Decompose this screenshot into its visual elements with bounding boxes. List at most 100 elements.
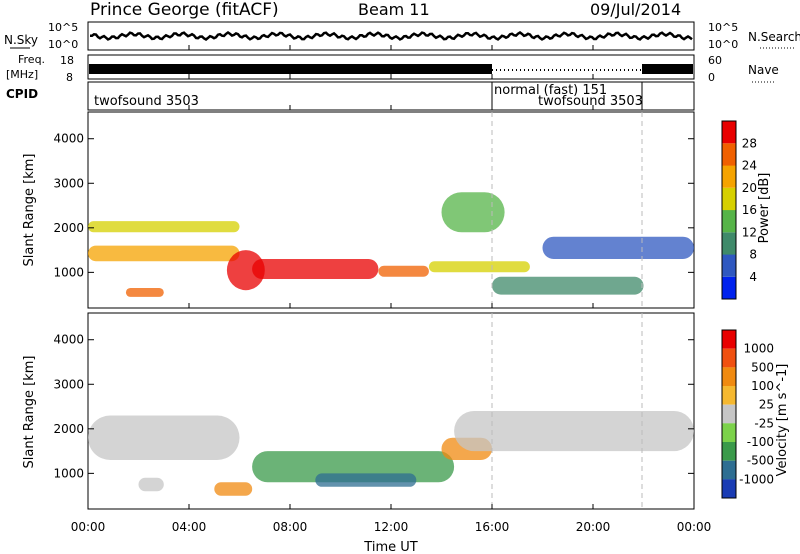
velocity-panel: 1000 2000 3000 4000 Slant Range [km] [22,312,695,510]
time-tick-label-6: 20:00 [576,520,611,534]
freq-tick-bottom: 8 [66,71,73,84]
velocity-colorbar-frame [721,329,737,499]
echo-region-5 [315,473,417,487]
echo-region-7 [428,261,530,273]
echo-region-9 [492,276,644,295]
cpid-segment-2: normal (fast) 151 [494,83,607,98]
nsearch-label: N.Search [748,30,800,44]
power-colorbar-tick-5: 20 [742,181,757,195]
power-colorbar-label: Power [dB] [757,173,772,244]
freq-bar-left [89,64,492,74]
velocity-colorbar-tick-1: 1000 [743,342,774,356]
power-colorbar-swatch-6 [722,165,736,188]
power-panel: 1000 2000 3000 4000 Slant Range [km] [22,111,695,309]
power-colorbar-tick-3: 12 [742,225,757,239]
nsky-tick-top: 10^5 [48,21,78,34]
velocity-ylabel: Slant Range [km] [22,356,37,469]
cpid-label: CPID [6,87,38,101]
time-xlabel: Time UT [363,540,417,554]
velocity-colorbar-swatch-1 [722,330,736,349]
freq-strip: Freq. [MHz] 18 8 60 0 Nave [6,53,779,84]
echo-region-2 [138,477,164,492]
beam-label: Beam 11 [358,0,430,19]
nsky-tick-bottom: 10^0 [48,38,78,51]
y-tick-label-1: 1000 [53,466,84,480]
power-colorbar-tick-1: 4 [749,270,757,284]
time-tick-label-5: 16:00 [475,520,510,534]
echo-region-10 [542,236,694,259]
velocity-blobs [88,411,694,496]
velocity-colorbar-swatch-8 [722,460,736,480]
y-tick-label-2: 2000 [53,422,84,436]
y-tick-label-2: 2000 [53,221,84,235]
nave-tick-top: 60 [708,54,722,67]
power-colorbar-tick-6: 24 [742,159,757,173]
cpid-strip: CPID twofsound 3503 normal (fast) 151 tw… [6,81,695,111]
velocity-colorbar-tick-3: 100 [751,379,774,393]
power-colorbar-swatch-1 [722,276,736,300]
freq-tick-top: 18 [60,54,74,67]
velocity-colorbar-tick-4: 25 [759,398,774,412]
power-colorbar-swatch-3 [722,232,736,255]
time-tick-label-1: 00:00 [71,520,106,534]
velocity-colorbar: 1000 500 100 25 -25 -100 -500 -1000 Velocity [m… [721,329,790,499]
site-title: Prince George (fitACF) [90,0,279,20]
echo-region-8 [441,192,505,233]
cpid-segment-3: twofsound 3503 [538,94,643,109]
time-axis: 00:00 04:00 08:00 12:00 16:00 20:00 00:00 [71,45,712,534]
time-tick-label-7: 00:00 [677,520,712,534]
power-colorbar-swatch-2 [722,254,736,277]
nave-tick-bottom: 0 [708,71,715,84]
velocity-colorbar-label: Velocity [m s^-1] [775,364,790,477]
power-ylabel: Slant Range [km] [22,154,37,267]
y-tick-label-1: 1000 [53,265,84,279]
freq-label-2: [MHz] [6,68,38,81]
power-colorbar-tick-7: 28 [742,136,757,150]
time-tick-label-2: 04:00 [172,520,207,534]
power-colorbar-swatch-8 [722,121,736,144]
time-tick-label-4: 12:00 [374,520,409,534]
echo-region-1 [88,415,240,460]
y-tick-label-3: 3000 [53,377,84,391]
velocity-colorbar-tick-7: -500 [747,454,774,468]
power-colorbar-tick-2: 8 [749,248,757,262]
echo-region-5 [252,259,379,279]
echo-region-1 [88,221,240,233]
power-colorbar-tick-4: 16 [742,203,757,217]
nsky-trace [90,30,693,41]
velocity-colorbar-swatch-6 [722,423,736,442]
nsearch-tick-top: 10^5 [708,21,738,34]
velocity-colorbar-tick-5: -25 [754,416,774,430]
power-colorbar-swatch-5 [722,187,736,211]
power-colorbar-swatch-4 [722,210,736,233]
velocity-colorbar-tick-2: 500 [751,360,774,374]
velocity-colorbar-swatch-5 [722,404,736,424]
velocity-colorbar-swatch-4 [722,386,736,405]
power-y-axis: 1000 2000 3000 4000 [53,132,694,279]
velocity-colorbar-tick-8: -1000 [739,472,774,486]
velocity-colorbar-swatch-9 [722,479,736,498]
echo-region-3 [125,288,164,297]
velocity-colorbar-tick-6: -100 [747,435,774,449]
velocity-colorbar-swatch-7 [722,442,736,461]
velocity-y-axis: 1000 2000 3000 4000 [53,333,694,480]
nsky-strip: N.Sky 10^5 10^0 10^5 10^0 N.Search [4,21,800,51]
time-tick-label-3: 08:00 [273,520,308,534]
cpid-segment-1: twofsound 3503 [94,94,199,109]
velocity-colorbar-swatch-3 [722,367,736,386]
velocity-colorbar-swatch-2 [722,348,736,368]
nsky-label: N.Sky [4,33,38,47]
power-colorbar-frame [721,120,737,300]
power-blobs [88,192,694,297]
date-label: 09/Jul/2014 [590,0,681,19]
echo-region-4 [226,250,265,291]
power-colorbar-swatch-7 [722,143,736,166]
freq-label-1: Freq. [18,53,45,66]
y-tick-label-4: 4000 [53,333,84,347]
nave-label: Nave [748,63,779,77]
echo-region-6 [378,265,429,277]
echo-region-2 [88,245,240,262]
echo-region-3 [214,482,253,496]
freq-bar-right [642,64,693,74]
